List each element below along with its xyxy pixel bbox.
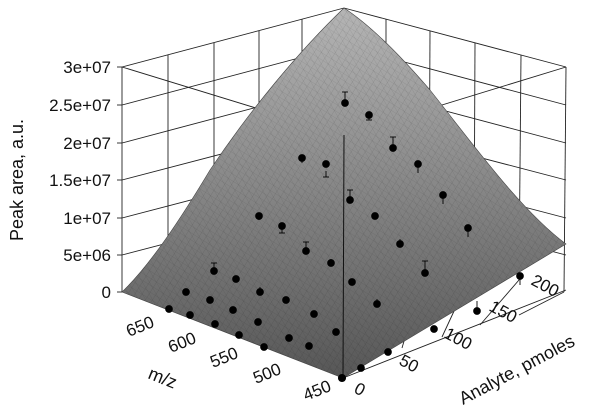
svg-text:0: 0: [102, 283, 111, 302]
svg-text:450: 450: [300, 376, 333, 404]
svg-text:150: 150: [486, 297, 520, 327]
svg-text:500: 500: [250, 359, 283, 387]
z-axis-label: Peak area, a.u.: [7, 119, 27, 241]
x-tick-labels: 650 600 550 500 450: [123, 312, 333, 404]
svg-text:650: 650: [123, 312, 156, 340]
svg-text:1e+07: 1e+07: [63, 209, 111, 228]
svg-text:50: 50: [396, 351, 422, 377]
svg-text:3e+07: 3e+07: [63, 58, 111, 77]
svg-text:200: 200: [528, 271, 562, 301]
svg-text:550: 550: [207, 343, 240, 371]
svg-text:5e+06: 5e+06: [63, 246, 111, 265]
svg-text:2e+07: 2e+07: [63, 134, 111, 153]
svg-text:0: 0: [351, 379, 368, 400]
z-axis: [117, 66, 122, 293]
svg-text:1.5e+07: 1.5e+07: [49, 171, 111, 190]
z-tick-labels: 3e+07 2.5e+07 2e+07 1.5e+07 1e+07 5e+06 …: [49, 58, 111, 302]
x-axis-label: m/z: [146, 363, 180, 392]
front-vertical-edge: [342, 134, 345, 379]
data-points: [165, 91, 524, 383]
svg-text:600: 600: [165, 328, 198, 356]
y-axis-label: Analyte, pmoles: [455, 331, 577, 409]
svg-text:2.5e+07: 2.5e+07: [49, 96, 111, 115]
